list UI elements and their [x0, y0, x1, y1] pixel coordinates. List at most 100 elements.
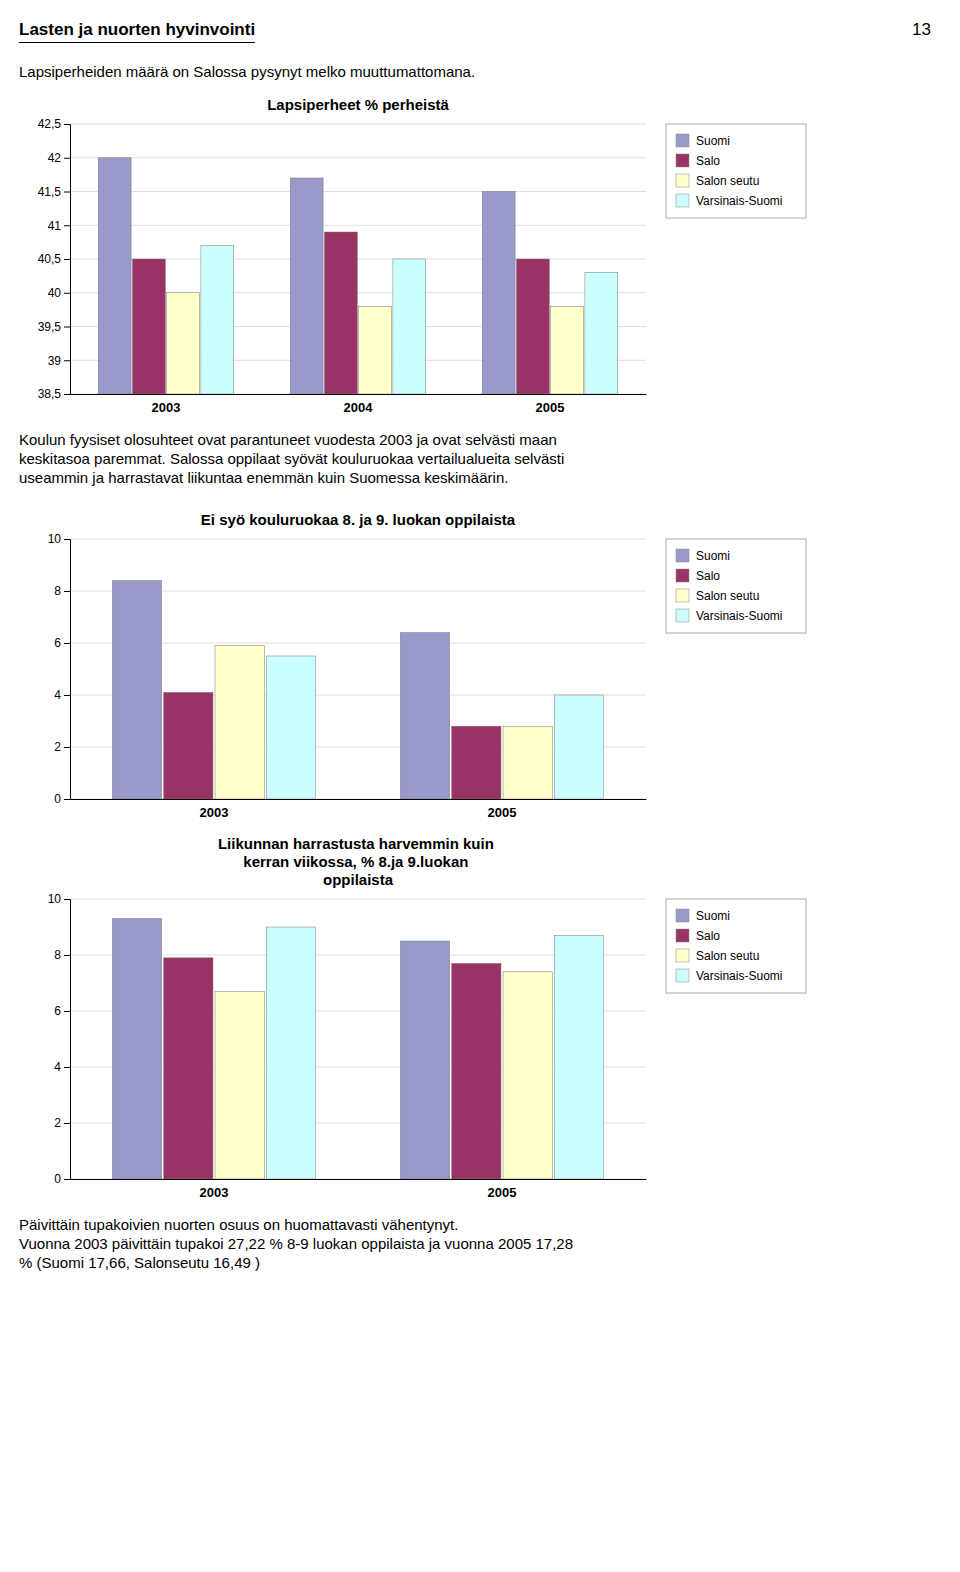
chart: Lapsiperheet % perheistä38,53939,54040,5… [38, 96, 806, 415]
legend-item: Varsinais-Suomi [676, 194, 782, 208]
y-tick: 40 [48, 286, 70, 300]
annotation: Päivittäin tupakoivien nuorten osuus on … [19, 1215, 573, 1272]
y-tick: 2 [54, 740, 70, 754]
legend-label: Salo [696, 154, 720, 168]
y-tick: 6 [54, 636, 70, 650]
y-axis-line [64, 540, 71, 800]
chart-title: Ei syö kouluruokaa 8. ja 9. luokan oppil… [201, 511, 516, 528]
legend-swatch [676, 589, 689, 602]
bar [452, 963, 501, 1179]
grid [70, 539, 646, 799]
x-tick: 2005 [536, 400, 565, 415]
y-tick-label: 39,5 [38, 320, 62, 334]
y-tick-label: 10 [48, 532, 62, 546]
bar [554, 695, 603, 799]
chart-title: Liikunnan harrastusta harvemmin kuin ker… [218, 835, 498, 888]
y-tick-mark [64, 695, 70, 696]
y-tick-mark [64, 259, 70, 260]
bar [132, 259, 165, 394]
y-tick-label: 42,5 [38, 117, 62, 131]
legend-label: Salon seutu [696, 589, 759, 603]
legend-item: Suomi [676, 909, 730, 923]
y-tick: 2 [54, 1116, 70, 1130]
legend-label: Salo [696, 929, 720, 943]
y-tick-label: 0 [54, 792, 61, 806]
grid-line [70, 899, 646, 900]
x-tick-label: 2005 [488, 805, 517, 820]
y-tick-label: 38,5 [38, 387, 62, 401]
y-axis: 0246810 [48, 892, 71, 1186]
legend-swatch [676, 929, 689, 942]
bars [112, 581, 603, 799]
y-tick: 42,5 [38, 117, 70, 131]
bar [201, 246, 234, 395]
y-axis: 38,53939,54040,54141,54242,5 [38, 117, 71, 401]
grid [70, 124, 646, 394]
legend-label: Varsinais-Suomi [696, 969, 782, 983]
x-axis: 200320042005 [71, 395, 647, 416]
y-tick-label: 8 [54, 948, 61, 962]
y-tick-mark [64, 124, 70, 125]
y-tick-mark [64, 1011, 70, 1012]
y-tick-mark [64, 192, 70, 193]
x-axis: 2003 2005 [71, 1180, 647, 1201]
legend-frame [666, 124, 806, 218]
y-tick-mark [64, 158, 70, 159]
x-axis-line [71, 799, 647, 800]
bar [98, 158, 131, 394]
grid-line [70, 191, 646, 192]
y-tick: 0 [54, 1172, 70, 1186]
y-tick: 39 [48, 354, 70, 368]
legend: SuomiSaloSalon seutuVarsinais-Suomi [666, 539, 806, 633]
y-tick-label: 40 [48, 286, 62, 300]
legend-frame [666, 539, 806, 633]
x-tick: 2003 [200, 1185, 229, 1200]
legend-swatch [676, 549, 689, 562]
grid-line [70, 124, 646, 125]
y-tick: 8 [54, 948, 70, 962]
bar [503, 726, 552, 799]
y-axis: 0246810 [48, 532, 71, 806]
y-tick-mark [64, 1123, 70, 1124]
legend-item: Varsinais-Suomi [676, 969, 782, 983]
y-tick: 10 [48, 532, 70, 546]
page: Lapsiperheet % perheistä38,53939,54040,5… [0, 0, 960, 1572]
y-axis-line [64, 900, 71, 1180]
chart-title-line: kerran viikossa, % 8.ja 9.luokan [243, 853, 468, 870]
y-tick: 4 [54, 688, 70, 702]
bar [516, 259, 549, 394]
bar [554, 935, 603, 1179]
y-tick-label: 40,5 [38, 252, 62, 266]
legend: SuomiSaloSalon seutuVarsinais-Suomi [666, 899, 806, 993]
bar [503, 972, 552, 1179]
legend-label: Salon seutu [696, 174, 759, 188]
bar [551, 306, 584, 394]
bar [393, 259, 426, 394]
legend-item: Salo [676, 154, 720, 168]
y-tick-label: 42 [48, 151, 62, 165]
bar [112, 919, 161, 1179]
y-tick-mark [64, 591, 70, 592]
y-tick: 41,5 [38, 185, 70, 199]
legend-swatch [676, 174, 689, 187]
legend-swatch [676, 969, 689, 982]
y-tick-mark [64, 955, 70, 956]
bar [290, 178, 323, 394]
y-tick-mark [64, 1179, 70, 1180]
legend-swatch [676, 949, 689, 962]
grid-line [70, 225, 646, 226]
y-tick: 40,5 [38, 252, 70, 266]
x-tick-label: 2005 [488, 1185, 517, 1200]
page-title: Lasten ja nuorten hyvinvointi [19, 20, 255, 43]
page-svg: Lapsiperheet % perheistä38,53939,54040,5… [0, 0, 960, 1572]
y-tick: 0 [54, 792, 70, 806]
y-tick-label: 6 [54, 636, 61, 650]
bar [324, 232, 357, 394]
y-tick-mark [64, 643, 70, 644]
legend-item: Salon seutu [676, 589, 759, 603]
y-tick-mark [64, 293, 70, 294]
legend-label: Varsinais-Suomi [696, 194, 782, 208]
x-tick-label: 2003 [200, 1185, 229, 1200]
chart-title-line: Liikunnan harrastusta harvemmin kuin [218, 835, 494, 852]
legend-swatch [676, 154, 689, 167]
